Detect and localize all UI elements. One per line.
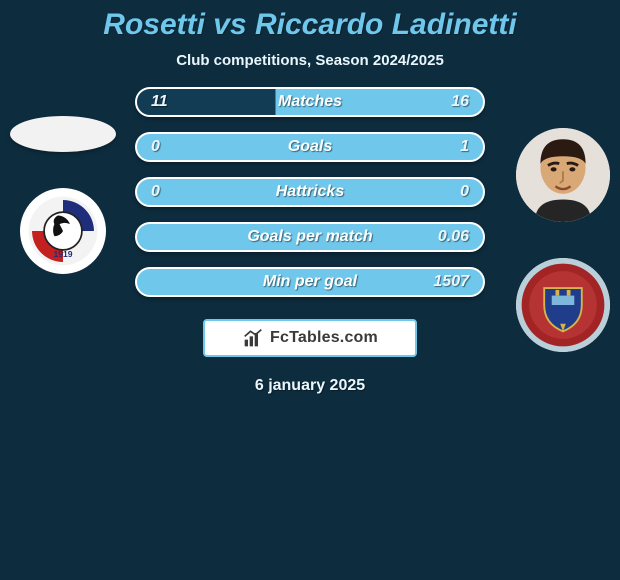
stat-right-value: 1507: [433, 273, 469, 291]
stat-left-value: 11: [151, 93, 168, 111]
player2-avatar-icon: [516, 128, 610, 222]
stat-right-value: 0.06: [438, 228, 469, 246]
stat-left-value: 0: [151, 183, 160, 201]
brand-text: FcTables.com: [270, 329, 378, 347]
date-text: 6 january 2025: [0, 377, 620, 395]
stat-right-value: 16: [451, 93, 469, 111]
page-title: Rosetti vs Riccardo Ladinetti: [0, 8, 620, 42]
left-column: 1919: [10, 116, 116, 274]
infographic-card: Rosetti vs Riccardo Ladinetti Club compe…: [0, 0, 620, 450]
right-column: [516, 128, 610, 352]
team1-badge-icon: 1919: [20, 188, 106, 274]
stat-label: Goals: [288, 138, 332, 156]
chart-icon: [242, 328, 264, 348]
stat-label: Goals per match: [247, 228, 372, 246]
team2-badge: [516, 258, 610, 352]
stat-label: Matches: [278, 93, 342, 111]
brand-box[interactable]: FcTables.com: [203, 319, 417, 357]
player1-avatar: [10, 116, 116, 152]
stat-label: Min per goal: [263, 273, 357, 291]
player2-avatar: [516, 128, 610, 222]
subtitle: Club competitions, Season 2024/2025: [0, 52, 620, 69]
team2-badge-icon: [516, 258, 610, 352]
stat-row: Min per goal 1507: [135, 267, 485, 297]
stat-row: 11 Matches 16: [135, 87, 485, 117]
stats-list: 11 Matches 16 0 Goals 1 0 Hattricks 0 Goals per m…: [135, 87, 485, 297]
stat-right-value: 1: [460, 138, 469, 156]
stat-right-value: 0: [460, 183, 469, 201]
svg-text:1919: 1919: [53, 249, 72, 259]
stat-left-value: 0: [151, 138, 160, 156]
stat-label: Hattricks: [276, 183, 344, 201]
stat-row: 0 Goals 1: [135, 132, 485, 162]
stat-row: 0 Hattricks 0: [135, 177, 485, 207]
team1-badge: 1919: [20, 188, 106, 274]
stat-row: Goals per match 0.06: [135, 222, 485, 252]
